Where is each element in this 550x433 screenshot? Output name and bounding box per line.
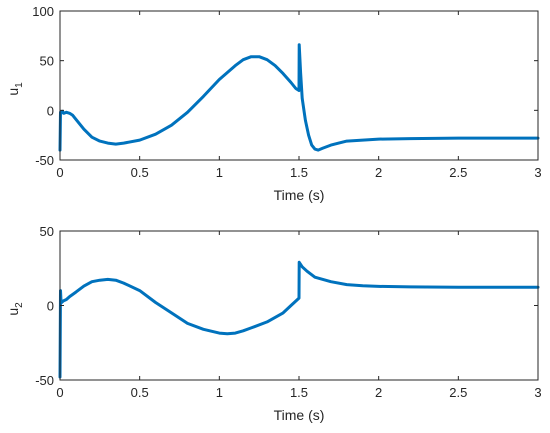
y-axis-label-bottom-sub: 2 bbox=[14, 302, 25, 308]
x-axis-label-bottom: Time (s) bbox=[274, 407, 325, 423]
y-axis-label-top: u1 bbox=[5, 82, 25, 96]
x-axis-label-top: Time (s) bbox=[274, 187, 325, 203]
y-axis-label-top-main: u bbox=[5, 88, 21, 96]
x-tick-label-top: 1 bbox=[216, 165, 223, 180]
y-axis-label-bottom-main: u bbox=[5, 308, 21, 316]
x-tick-label-bottom: 0 bbox=[56, 385, 63, 400]
x-tick-label-bottom: 3 bbox=[534, 385, 541, 400]
plot-area-bottom bbox=[60, 231, 538, 380]
x-tick-label-bottom: 1 bbox=[216, 385, 223, 400]
x-tick-label-bottom: 2.5 bbox=[449, 385, 467, 400]
x-tick-label-top: 0.5 bbox=[131, 165, 149, 180]
y-axis-label-bottom: u2 bbox=[5, 302, 25, 316]
y-tick-label-bottom: 0 bbox=[47, 299, 54, 314]
y-tick-label-bottom: -50 bbox=[35, 373, 54, 388]
series-line-u1 bbox=[58, 43, 540, 152]
y-tick-label-top: 50 bbox=[40, 54, 54, 69]
x-tick-label-top: 2 bbox=[375, 165, 382, 180]
y-tick-label-top: -50 bbox=[35, 153, 54, 168]
y-tick-label-top: 100 bbox=[32, 4, 54, 19]
y-tick-label-bottom: 50 bbox=[40, 224, 54, 239]
series-line-u2 bbox=[58, 260, 540, 379]
x-tick-label-top: 3 bbox=[534, 165, 541, 180]
y-tick-label-top: 0 bbox=[47, 103, 54, 118]
x-tick-label-bottom: 1.5 bbox=[290, 385, 308, 400]
x-tick-label-top: 1.5 bbox=[290, 165, 308, 180]
x-tick-label-bottom: 2 bbox=[375, 385, 382, 400]
x-tick-label-top: 0 bbox=[56, 165, 63, 180]
x-tick-label-bottom: 0.5 bbox=[131, 385, 149, 400]
x-tick-label-top: 2.5 bbox=[449, 165, 467, 180]
y-axis-label-top-sub: 1 bbox=[14, 82, 25, 88]
